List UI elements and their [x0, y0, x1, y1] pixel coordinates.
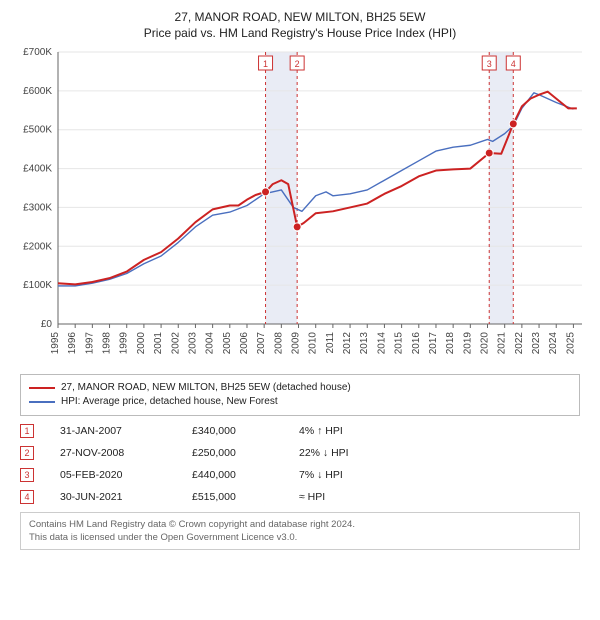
legend-item: HPI: Average price, detached house, New …	[29, 395, 571, 409]
event-date: 31-JAN-2007	[60, 420, 170, 442]
license-box: Contains HM Land Registry data © Crown c…	[20, 512, 580, 550]
svg-text:2: 2	[295, 59, 300, 69]
event-marker-icon: 1	[20, 424, 34, 438]
event-price: £515,000	[192, 486, 277, 508]
chart-title-line2: Price paid vs. HM Land Registry's House …	[10, 26, 590, 40]
legend-swatch	[29, 401, 55, 403]
svg-text:1999: 1999	[119, 332, 130, 355]
svg-text:2016: 2016	[411, 332, 422, 355]
event-diff: 22% ↓ HPI	[299, 442, 419, 464]
license-line: Contains HM Land Registry data © Crown c…	[29, 518, 571, 531]
svg-text:£500K: £500K	[23, 125, 52, 136]
svg-text:2017: 2017	[428, 332, 439, 355]
legend-item: 27, MANOR ROAD, NEW MILTON, BH25 5EW (de…	[29, 381, 571, 395]
svg-text:2007: 2007	[256, 332, 267, 355]
svg-text:2015: 2015	[394, 332, 405, 355]
svg-text:2005: 2005	[222, 332, 233, 355]
event-diff: 4% ↑ HPI	[299, 420, 419, 442]
svg-text:2022: 2022	[514, 332, 525, 355]
svg-text:£400K: £400K	[23, 164, 52, 175]
event-date: 05-FEB-2020	[60, 464, 170, 486]
legend: 27, MANOR ROAD, NEW MILTON, BH25 5EW (de…	[20, 374, 580, 416]
svg-text:2021: 2021	[497, 332, 508, 355]
table-row: 4 30-JUN-2021 £515,000 ≈ HPI	[20, 486, 580, 508]
event-price: £440,000	[192, 464, 277, 486]
svg-text:4: 4	[511, 59, 516, 69]
svg-text:1996: 1996	[67, 332, 78, 355]
event-marker-icon: 4	[20, 490, 34, 504]
svg-text:2012: 2012	[342, 332, 353, 355]
event-date: 27-NOV-2008	[60, 442, 170, 464]
event-date: 30-JUN-2021	[60, 486, 170, 508]
svg-text:£0: £0	[41, 319, 53, 330]
svg-text:2025: 2025	[565, 332, 576, 355]
svg-text:£700K: £700K	[23, 48, 52, 58]
svg-text:£200K: £200K	[23, 241, 52, 252]
event-marker-icon: 2	[20, 446, 34, 460]
table-row: 1 31-JAN-2007 £340,000 4% ↑ HPI	[20, 420, 580, 442]
svg-text:£600K: £600K	[23, 86, 52, 97]
svg-text:2019: 2019	[462, 332, 473, 355]
events-table: 1 31-JAN-2007 £340,000 4% ↑ HPI 2 27-NOV…	[20, 420, 580, 508]
svg-text:£100K: £100K	[23, 280, 52, 291]
table-row: 2 27-NOV-2008 £250,000 22% ↓ HPI	[20, 442, 580, 464]
legend-swatch	[29, 387, 55, 389]
svg-text:2013: 2013	[359, 332, 370, 355]
svg-text:2004: 2004	[205, 332, 216, 355]
svg-text:2006: 2006	[239, 332, 250, 355]
event-marker-icon: 3	[20, 468, 34, 482]
event-price: £250,000	[192, 442, 277, 464]
svg-text:2000: 2000	[136, 332, 147, 355]
svg-text:2009: 2009	[291, 332, 302, 355]
legend-label: HPI: Average price, detached house, New …	[61, 395, 278, 409]
event-price: £340,000	[192, 420, 277, 442]
svg-text:2023: 2023	[531, 332, 542, 355]
legend-label: 27, MANOR ROAD, NEW MILTON, BH25 5EW (de…	[61, 381, 351, 395]
chart-container: 27, MANOR ROAD, NEW MILTON, BH25 5EW Pri…	[0, 0, 600, 556]
svg-text:3: 3	[487, 59, 492, 69]
svg-text:2001: 2001	[153, 332, 164, 355]
svg-text:2003: 2003	[187, 332, 198, 355]
svg-text:2024: 2024	[548, 332, 559, 355]
price-chart-svg: £0 £100K £200K £300K £400K £500K £600K £700K 199…	[10, 48, 590, 368]
svg-text:2020: 2020	[480, 332, 491, 355]
svg-text:1998: 1998	[102, 332, 113, 355]
event-diff: ≈ HPI	[299, 486, 419, 508]
svg-text:2008: 2008	[273, 332, 284, 355]
license-line: This data is licensed under the Open Gov…	[29, 531, 571, 544]
svg-text:2010: 2010	[308, 332, 319, 355]
svg-text:2011: 2011	[325, 332, 336, 354]
table-row: 3 05-FEB-2020 £440,000 7% ↓ HPI	[20, 464, 580, 486]
svg-text:£300K: £300K	[23, 202, 52, 213]
svg-text:1: 1	[263, 59, 268, 69]
svg-text:2002: 2002	[170, 332, 181, 355]
svg-text:2014: 2014	[376, 332, 387, 355]
event-diff: 7% ↓ HPI	[299, 464, 419, 486]
svg-text:1997: 1997	[84, 332, 95, 355]
chart-title-line1: 27, MANOR ROAD, NEW MILTON, BH25 5EW	[10, 10, 590, 24]
svg-text:1995: 1995	[50, 332, 61, 355]
svg-text:2018: 2018	[445, 332, 456, 355]
